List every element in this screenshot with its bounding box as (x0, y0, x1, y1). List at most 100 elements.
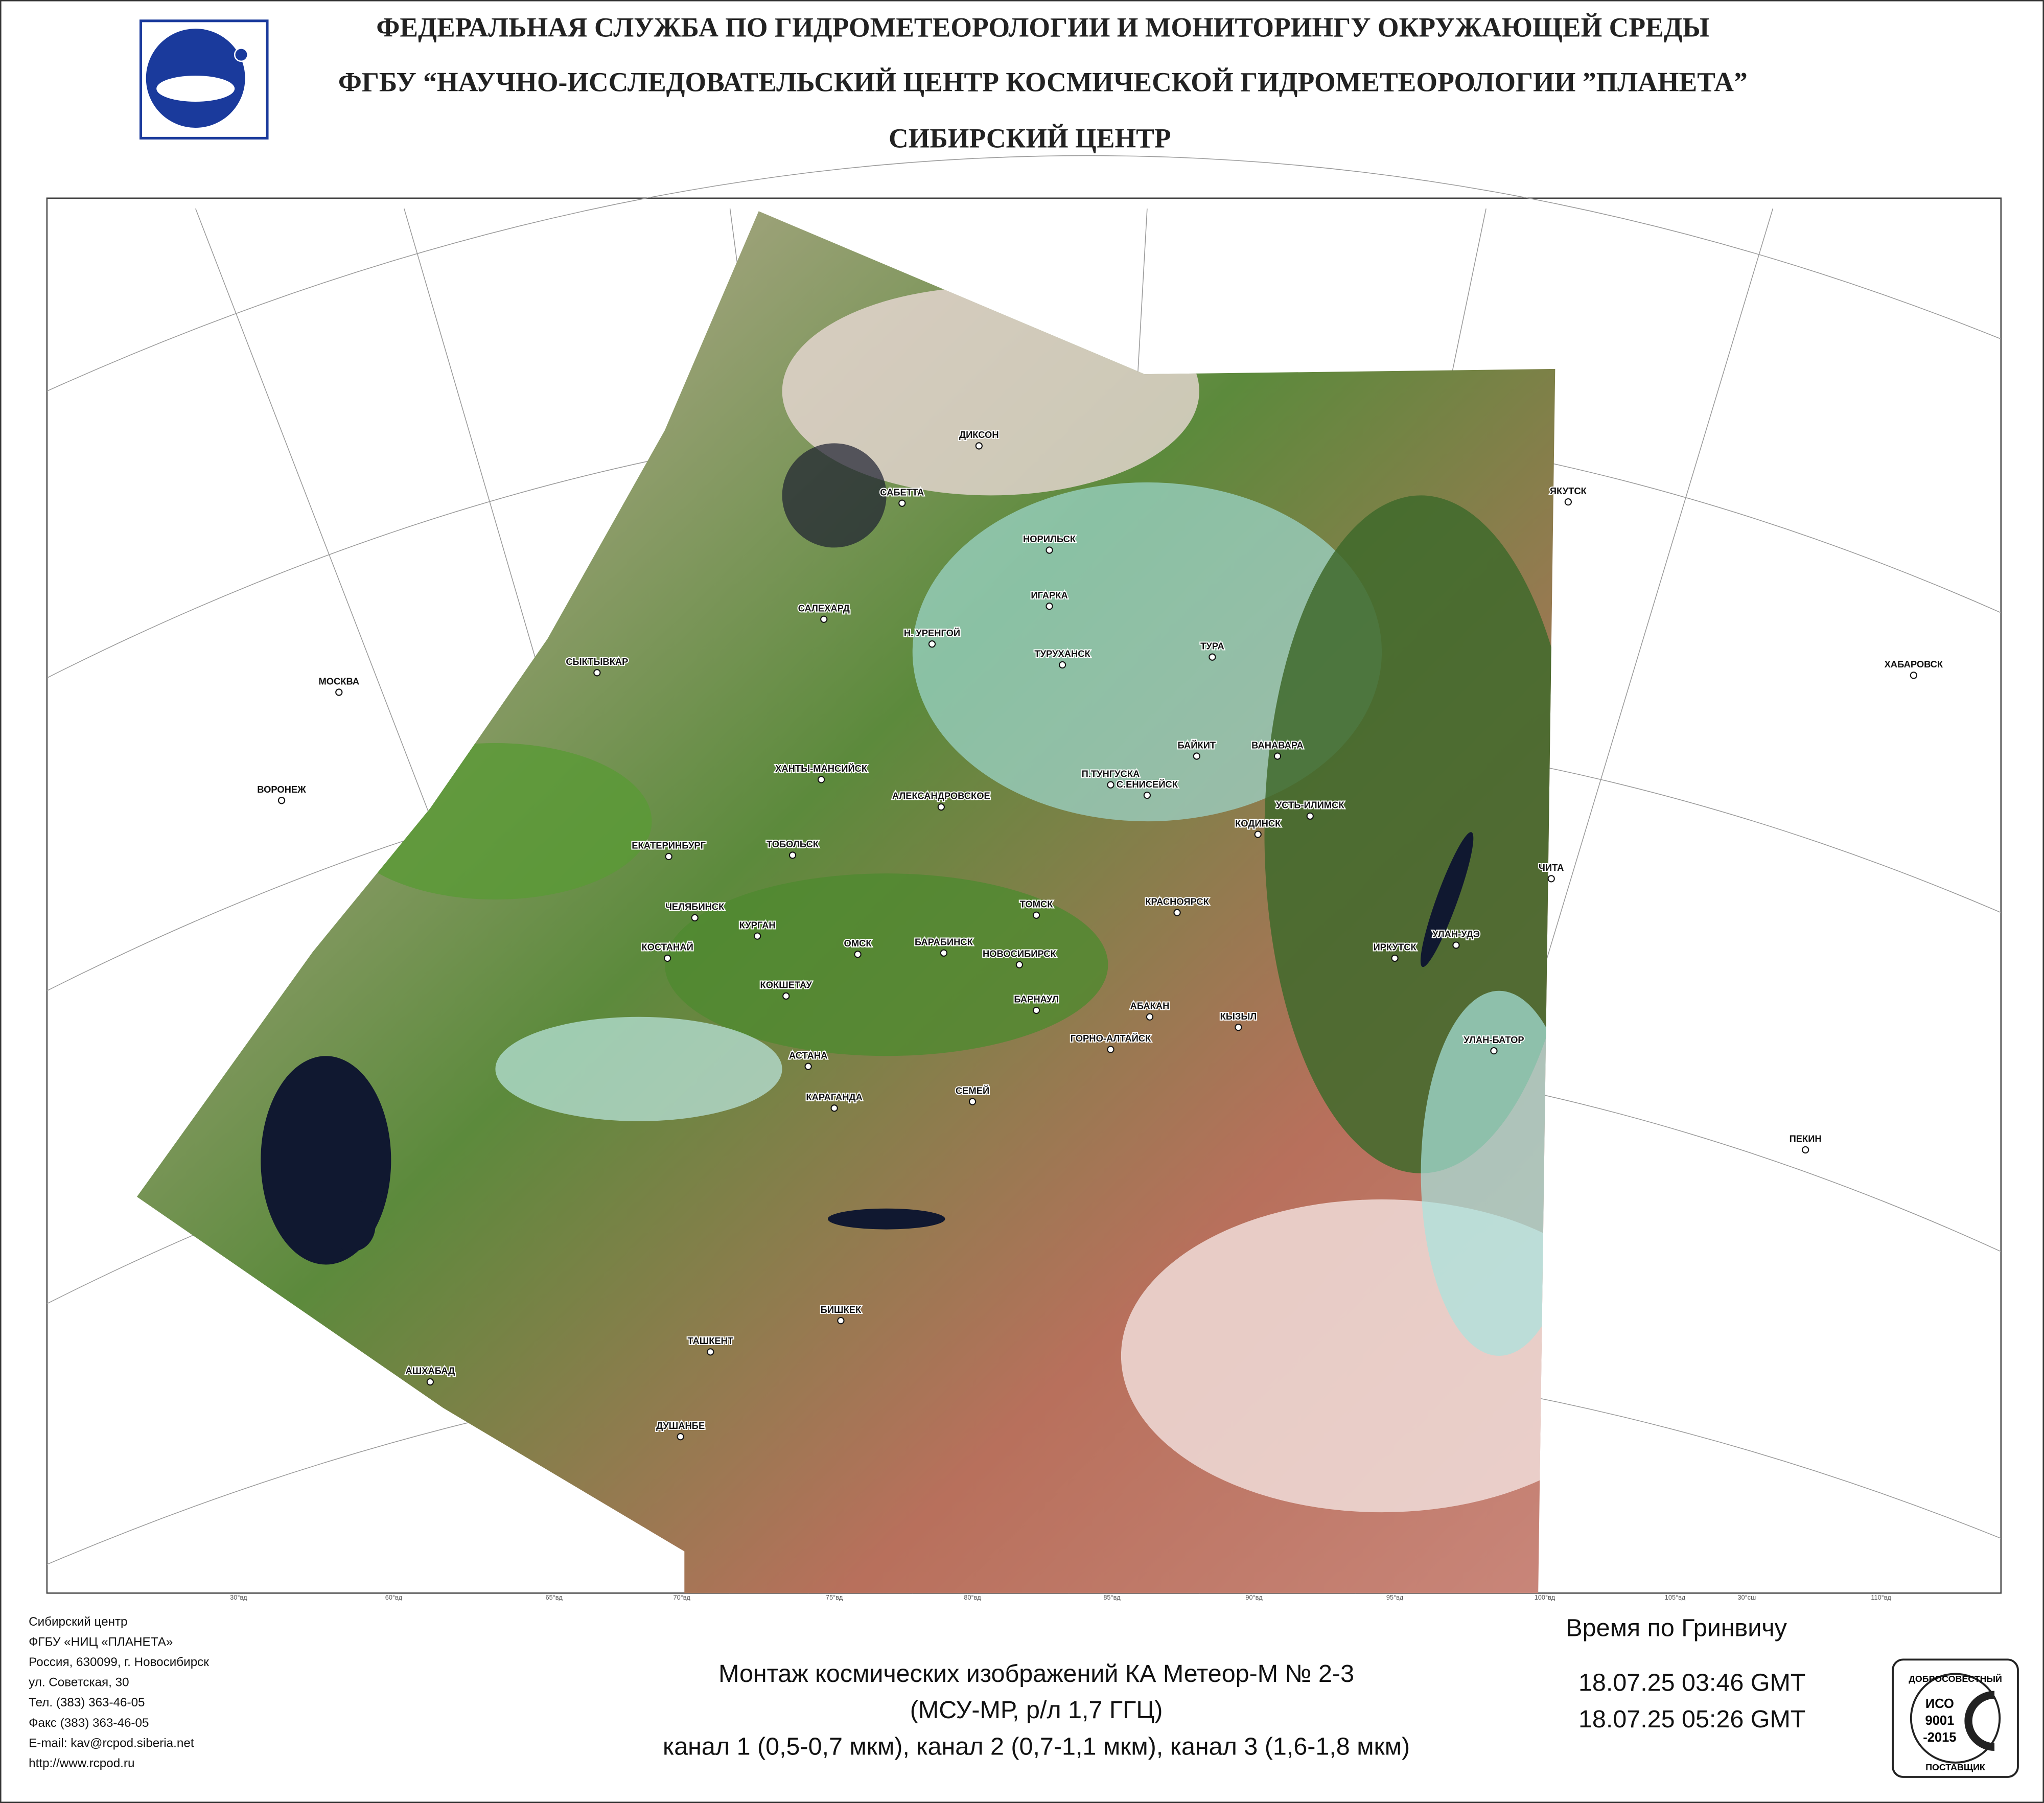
city-marker (968, 1098, 977, 1105)
city-label: ГОРНО-АЛТАЙСК (1071, 1033, 1151, 1044)
city-label: БАЙКИТ (1178, 739, 1216, 750)
city-label: ДИКСОН (959, 429, 999, 440)
city-marker (1046, 603, 1053, 610)
city-marker (820, 615, 828, 623)
city-marker (818, 776, 825, 783)
graticule-label: 90°вд (1245, 1593, 1263, 1601)
city-label: КОКШЕТАУ (760, 980, 812, 990)
graticule-label: 65°вд (546, 1593, 563, 1601)
city-marker (1193, 752, 1200, 760)
header-line: ФЕДЕРАЛЬНАЯ СЛУЖБА ПО ГИДРОМЕТЕОРОЛОГИИ … (376, 12, 1709, 42)
city-marker (663, 954, 671, 962)
contact-line: E-mail: kav@rcpod.siberia.net (29, 1736, 194, 1750)
city-label: ИРКУТСК (1373, 942, 1416, 953)
badge-text: ДОБРОСОВЕСТНЫЙ (1909, 1673, 2002, 1684)
city-marker (1032, 911, 1040, 919)
logo (139, 19, 269, 140)
city-label: ЧЕЛЯБИНСК (665, 902, 725, 912)
city-label: ВАНАВАРА (1251, 739, 1304, 750)
city-marker (426, 1378, 434, 1386)
city-label: СЫКТЫВКАР (566, 656, 628, 667)
contact-line: Тел. (383) 363-46-05 (29, 1696, 145, 1709)
city-label: ЧИТА (1539, 862, 1564, 873)
city-label: СЕМЕЙ (956, 1085, 989, 1096)
city-marker (830, 1104, 838, 1112)
city-label: БАРНАУЛ (1014, 994, 1058, 1005)
city-marker (1273, 752, 1282, 760)
city-marker (937, 803, 945, 811)
city-marker (1143, 791, 1151, 799)
city-marker (975, 442, 983, 450)
city-label: АБАКАН (1130, 1000, 1170, 1011)
city-marker (788, 851, 797, 859)
graticule-label: 70°вд (673, 1593, 691, 1601)
city-label: УЛАН-УДЭ (1432, 929, 1480, 939)
city-marker (593, 669, 601, 677)
iso-badge: ДОБРОСОВЕСТНЫЙ ИСО 9001 -2015 ПОСТАВЩИК (1892, 1658, 2019, 1778)
city-label: ЯКУТСК (1550, 486, 1587, 496)
city-marker (1173, 909, 1181, 916)
city-label: Н. УРЕНГОЙ (904, 628, 960, 638)
city-label: ТОБОЛЬСК (766, 839, 819, 849)
caption-line: Монтаж космических изображений КА Метеор… (718, 1660, 1354, 1688)
city-label: ОМСК (844, 938, 872, 949)
caption-line: канал 1 (0,5-0,7 мкм), канал 2 (0,7-1,1 … (663, 1733, 1410, 1761)
city-label: БАРАБИНСК (915, 936, 973, 947)
time: 18.07.25 03:46 GMT (1578, 1669, 1805, 1697)
city-marker (1306, 812, 1314, 820)
city-label: КУРГАН (739, 919, 776, 930)
city-marker (1235, 1024, 1242, 1031)
city-marker (1107, 781, 1114, 789)
graticule-label: 105°вд (1665, 1593, 1686, 1601)
map: ДИКСОН САБЕТТА ЯКУТСК НОРИЛЬСК ИГАРКА САЛЕХАР… (46, 155, 2002, 1601)
city-marker (1801, 1146, 1809, 1154)
contact-line: ул. Советская, 30 (29, 1676, 129, 1690)
city-label: ТУРУХАНСК (1034, 649, 1090, 659)
contact-line: Россия, 630099, г. Новосибирск (29, 1655, 209, 1669)
graticule-label: 85°вд (1103, 1593, 1121, 1601)
city-label: САБЕТТА (880, 487, 924, 497)
city-label: КЫЗЫЛ (1220, 1011, 1257, 1022)
city-label: ЕКАТЕРИНБУРГ (632, 840, 706, 851)
city-label: П.ТУНГУСКА (1082, 768, 1140, 779)
city-marker (1146, 1013, 1154, 1021)
city-label: КРАСНОЯРСК (1145, 896, 1209, 907)
city-marker (1391, 954, 1399, 962)
city-marker (1547, 875, 1555, 883)
badge-text: 9001 (1925, 1714, 1955, 1728)
city-label: КОДИНСК (1235, 818, 1281, 828)
city-marker (1254, 830, 1262, 838)
graticule-label: 100°вд (1535, 1593, 1555, 1601)
city-marker (1032, 1006, 1040, 1014)
city-marker (1107, 1046, 1114, 1053)
city-marker (754, 932, 761, 940)
city-marker (1058, 661, 1066, 669)
city-label: АЛЕКСАНДРОВСКОЕ (892, 791, 990, 801)
time-title: Время по Гринвичу (1566, 1614, 1787, 1642)
city-label: АШХАБАД (405, 1366, 455, 1376)
city-label: С.ЕНИСЕЙСК (1117, 779, 1178, 790)
city-label: КАРАГАНДА (806, 1092, 862, 1102)
city-marker (335, 688, 343, 696)
caption-line: (МСУ-МР, р/л 1,7 ГГЦ) (910, 1696, 1163, 1724)
city-marker (782, 992, 790, 1000)
city-label: КОСТАНАЙ (641, 942, 693, 953)
city-marker (1046, 546, 1053, 554)
graticule-label: 110°вд (1871, 1593, 1891, 1601)
city-label: БИШКЕК (821, 1304, 862, 1315)
city-label: АСТАНА (789, 1050, 827, 1060)
graticule-label: 30°сш (1737, 1593, 1756, 1601)
city-marker (1564, 498, 1572, 506)
contact-line: ФГБУ «НИЦ «ПЛАНЕТА» (29, 1635, 173, 1649)
city-label: УЛАН-БАТОР (1464, 1034, 1524, 1045)
header-line: ФГБУ “НАУЧНО-ИССЛЕДОВАТЕЛЬСКИЙ ЦЕНТР КОС… (338, 67, 1748, 98)
city-marker (707, 1348, 714, 1356)
city-marker (277, 797, 286, 804)
city-marker (1015, 961, 1024, 968)
city-marker (677, 1433, 684, 1441)
graticule-label: 80°вд (964, 1593, 981, 1601)
city-marker (1209, 653, 1216, 661)
city-label: МОСКВА (318, 676, 359, 686)
